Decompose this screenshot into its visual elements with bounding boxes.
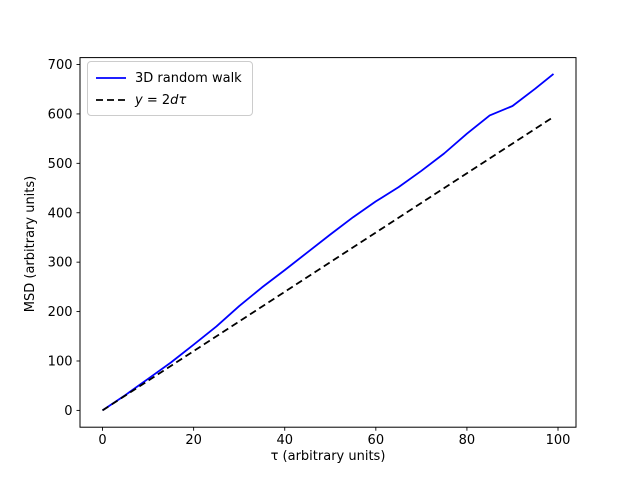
x-tick-label: 0 <box>98 433 106 448</box>
legend-label: y = 2dτ <box>135 92 187 108</box>
x-tick-label: 100 <box>546 433 571 448</box>
y-axis-label-wrap: MSD (arbitrary units) <box>19 0 38 480</box>
series-3d-random-walk <box>101 73 555 412</box>
legend-line-sample <box>96 77 126 79</box>
axes-spines <box>79 57 577 428</box>
y-tick-label: 400 <box>48 206 73 221</box>
legend-entry-3d-random-walk: 3D random walk <box>96 67 244 89</box>
y-tick-label: 700 <box>48 58 73 73</box>
x-tick-label: 60 <box>368 433 385 448</box>
y-tick-label: 300 <box>48 256 73 271</box>
x-tick-label: 80 <box>459 433 476 448</box>
x-axis-label: τ (arbitrary units) <box>270 449 386 464</box>
y-tick-label: 500 <box>48 157 73 172</box>
y-axis-label: MSD (arbitrary units) <box>23 175 38 313</box>
y-tick-label: 200 <box>48 305 73 320</box>
legend: 3D random walk y = 2dτ <box>87 61 253 116</box>
y-tick-label: 600 <box>48 107 73 122</box>
x-tick-label: 40 <box>276 433 293 448</box>
series-y-2d <box>102 116 554 412</box>
y-tick-label: 100 <box>48 354 73 369</box>
x-tick-label: 20 <box>185 433 202 448</box>
legend-label: 3D random walk <box>135 70 242 86</box>
y-tick-label: 0 <box>64 404 72 419</box>
legend-line-sample <box>96 99 126 101</box>
legend-entry-y-2d: y = 2dτ <box>96 89 244 111</box>
